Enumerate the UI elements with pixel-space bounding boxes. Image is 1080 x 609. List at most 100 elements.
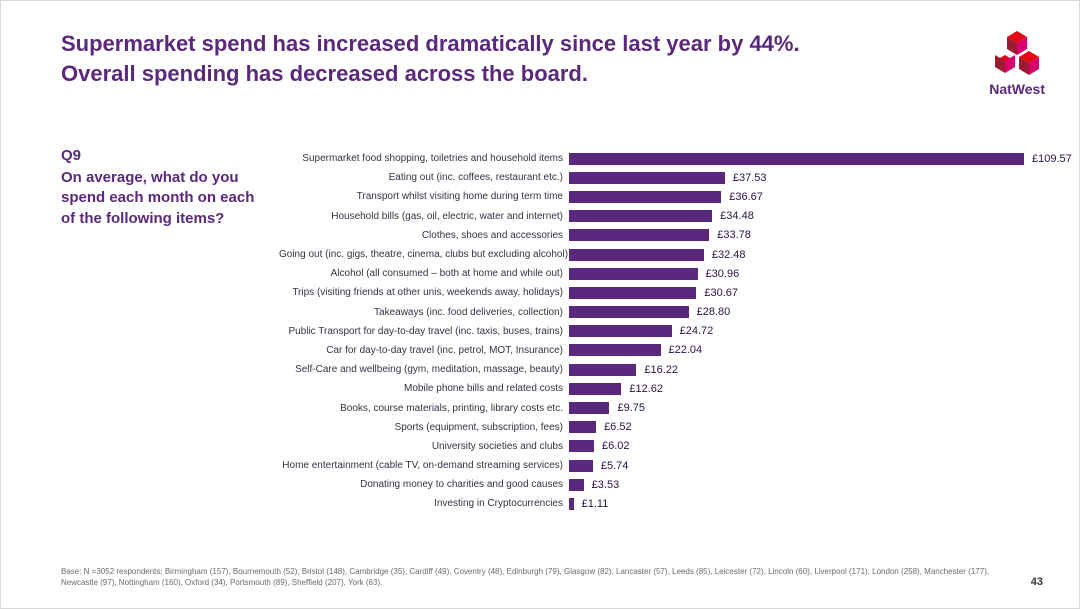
bar-row: Household bills (gas, oil, electric, wat… bbox=[279, 207, 1072, 226]
bar-fill bbox=[569, 325, 672, 337]
bar-fill bbox=[569, 268, 698, 280]
bar-value: £12.62 bbox=[629, 383, 663, 395]
bar-fill bbox=[569, 344, 661, 356]
bar-label: Transport whilst visiting home during te… bbox=[279, 191, 569, 202]
bar-track: £6.02 bbox=[569, 440, 1072, 452]
bar-row: Clothes, shoes and accessories £33.78 bbox=[279, 226, 1072, 245]
bar-track: £9.75 bbox=[569, 402, 1072, 414]
bar-value: £5.74 bbox=[601, 460, 629, 472]
title-line-1: Supermarket spend has increased dramatic… bbox=[61, 31, 800, 56]
bar-track: £32.48 bbox=[569, 249, 1072, 261]
bar-track: £3.53 bbox=[569, 479, 1072, 491]
bar-label: Mobile phone bills and related costs bbox=[279, 383, 569, 394]
question-block: Q9 On average, what do you spend each mo… bbox=[61, 147, 271, 514]
bar-track: £28.80 bbox=[569, 306, 1072, 318]
bar-fill bbox=[569, 306, 689, 318]
bar-fill bbox=[569, 191, 721, 203]
bar-value: £30.96 bbox=[706, 268, 740, 280]
bar-track: £37.53 bbox=[569, 172, 1072, 184]
bar-fill bbox=[569, 479, 584, 491]
bar-value: £33.78 bbox=[717, 229, 751, 241]
bar-label: Donating money to charities and good cau… bbox=[279, 479, 569, 490]
bar-label: Home entertainment (cable TV, on-demand … bbox=[279, 460, 569, 471]
bar-row: Trips (visiting friends at other unis, w… bbox=[279, 283, 1072, 302]
question-text: On average, what do you spend each month… bbox=[61, 168, 271, 229]
bar-fill bbox=[569, 364, 636, 376]
bar-label: Trips (visiting friends at other unis, w… bbox=[279, 287, 569, 298]
page-number: 43 bbox=[1031, 576, 1043, 588]
bar-value: £30.67 bbox=[704, 287, 738, 299]
bar-value: £9.75 bbox=[617, 402, 645, 414]
bar-track: £24.72 bbox=[569, 325, 1072, 337]
brand-logo-wrap: NatWest bbox=[989, 29, 1045, 97]
bar-row: Alcohol (all consumed – both at home and… bbox=[279, 264, 1072, 283]
bar-row: Home entertainment (cable TV, on-demand … bbox=[279, 456, 1072, 475]
bar-row: Mobile phone bills and related costs £12.… bbox=[279, 379, 1072, 398]
bar-label: Self-Care and wellbeing (gym, meditation… bbox=[279, 364, 569, 375]
bar-fill bbox=[569, 421, 596, 433]
bar-value: £1.11 bbox=[582, 498, 609, 510]
bar-value: £22.04 bbox=[669, 344, 703, 356]
bar-fill bbox=[569, 249, 704, 261]
bar-label: Alcohol (all consumed – both at home and… bbox=[279, 268, 569, 279]
bar-row: Public Transport for day-to-day travel (… bbox=[279, 322, 1072, 341]
bar-label: University societies and clubs bbox=[279, 441, 569, 452]
bar-value: £109.57 bbox=[1032, 153, 1072, 165]
title-line-2: Overall spending has decreased across th… bbox=[61, 61, 588, 86]
slide-container: Supermarket spend has increased dramatic… bbox=[0, 0, 1080, 609]
bar-fill bbox=[569, 229, 709, 241]
bar-label: Household bills (gas, oil, electric, wat… bbox=[279, 211, 569, 222]
brand-name: NatWest bbox=[989, 81, 1045, 97]
bar-value: £6.02 bbox=[602, 440, 630, 452]
bar-fill bbox=[569, 460, 593, 472]
bar-row: Supermarket food shopping, toiletries an… bbox=[279, 149, 1072, 168]
bar-label: Car for day-to-day travel (inc. petrol, … bbox=[279, 345, 569, 356]
bar-fill bbox=[569, 210, 712, 222]
bar-fill bbox=[569, 383, 621, 395]
bar-value: £34.48 bbox=[720, 210, 754, 222]
bar-label: Books, course materials, printing, libra… bbox=[279, 403, 569, 414]
bar-fill bbox=[569, 440, 594, 452]
bar-track: £5.74 bbox=[569, 460, 1072, 472]
bar-track: £6.52 bbox=[569, 421, 1072, 433]
bar-fill bbox=[569, 402, 609, 414]
bar-fill bbox=[569, 153, 1024, 165]
bar-value: £28.80 bbox=[697, 306, 731, 318]
bar-row: Investing in Cryptocurrencies £1.11 bbox=[279, 494, 1072, 513]
bar-fill bbox=[569, 498, 574, 510]
bar-track: £22.04 bbox=[569, 344, 1072, 356]
bar-value: £37.53 bbox=[733, 172, 767, 184]
bar-row: Takeaways (inc. food deliveries, collect… bbox=[279, 303, 1072, 322]
bar-value: £36.67 bbox=[729, 191, 763, 203]
bar-row: Going out (inc. gigs, theatre, cinema, c… bbox=[279, 245, 1072, 264]
bar-track: £16.22 bbox=[569, 364, 1072, 376]
title-row: Supermarket spend has increased dramatic… bbox=[61, 29, 1045, 97]
bar-track: £34.48 bbox=[569, 210, 1072, 222]
bar-label: Sports (equipment, subscription, fees) bbox=[279, 422, 569, 433]
bar-label: Takeaways (inc. food deliveries, collect… bbox=[279, 307, 569, 318]
bar-value: £3.53 bbox=[592, 479, 620, 491]
bar-label: Clothes, shoes and accessories bbox=[279, 230, 569, 241]
bar-label: Investing in Cryptocurrencies bbox=[279, 498, 569, 509]
bar-track: £1.11 bbox=[569, 498, 1072, 510]
bar-fill bbox=[569, 172, 725, 184]
bar-label: Public Transport for day-to-day travel (… bbox=[279, 326, 569, 337]
spend-bar-chart: Supermarket food shopping, toiletries an… bbox=[279, 147, 1072, 514]
bar-fill bbox=[569, 287, 696, 299]
bar-value: £6.52 bbox=[604, 421, 632, 433]
bar-label: Supermarket food shopping, toiletries an… bbox=[279, 153, 569, 164]
bar-row: Car for day-to-day travel (inc. petrol, … bbox=[279, 341, 1072, 360]
bar-track: £30.96 bbox=[569, 268, 1072, 280]
bar-track: £36.67 bbox=[569, 191, 1072, 203]
bar-row: Donating money to charities and good cau… bbox=[279, 475, 1072, 494]
bar-value: £16.22 bbox=[644, 364, 678, 376]
bar-track: £109.57 bbox=[569, 153, 1072, 165]
bar-row: Self-Care and wellbeing (gym, meditation… bbox=[279, 360, 1072, 379]
bar-row: Sports (equipment, subscription, fees) £6… bbox=[279, 418, 1072, 437]
bar-label: Eating out (inc. coffees, restaurant etc… bbox=[279, 172, 569, 183]
bar-row: Transport whilst visiting home during te… bbox=[279, 187, 1072, 206]
bar-row: Books, course materials, printing, libra… bbox=[279, 398, 1072, 417]
body-row: Q9 On average, what do you spend each mo… bbox=[61, 147, 1045, 514]
bar-value: £24.72 bbox=[680, 325, 714, 337]
bar-label: Going out (inc. gigs, theatre, cinema, c… bbox=[279, 249, 569, 260]
